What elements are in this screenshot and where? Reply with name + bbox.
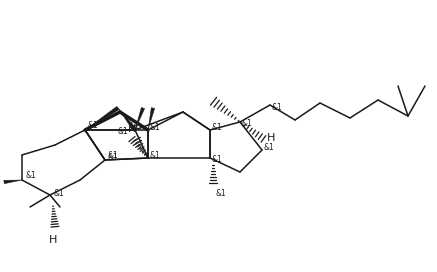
Text: &1: &1: [107, 153, 118, 162]
Polygon shape: [118, 108, 137, 131]
Text: &1: &1: [264, 144, 275, 153]
Text: &1: &1: [212, 123, 223, 132]
Text: &1: &1: [25, 172, 36, 181]
Text: &1: &1: [272, 103, 283, 112]
Text: &1: &1: [215, 188, 226, 197]
Polygon shape: [4, 180, 22, 184]
Text: &1: &1: [150, 123, 161, 132]
Polygon shape: [135, 107, 145, 130]
Text: H: H: [267, 133, 275, 143]
Text: H: H: [128, 124, 136, 134]
Text: H: H: [130, 122, 138, 132]
Text: HO: HO: [0, 176, 1, 186]
Text: &1: &1: [150, 150, 161, 159]
Text: &1: &1: [87, 122, 98, 131]
Text: &1: &1: [107, 152, 118, 160]
Text: &1: &1: [212, 156, 223, 165]
Text: H: H: [49, 235, 57, 245]
Text: &1: &1: [242, 119, 253, 128]
Polygon shape: [85, 106, 119, 130]
Text: &1: &1: [117, 128, 128, 137]
Text: &1: &1: [53, 188, 64, 197]
Polygon shape: [148, 108, 155, 130]
